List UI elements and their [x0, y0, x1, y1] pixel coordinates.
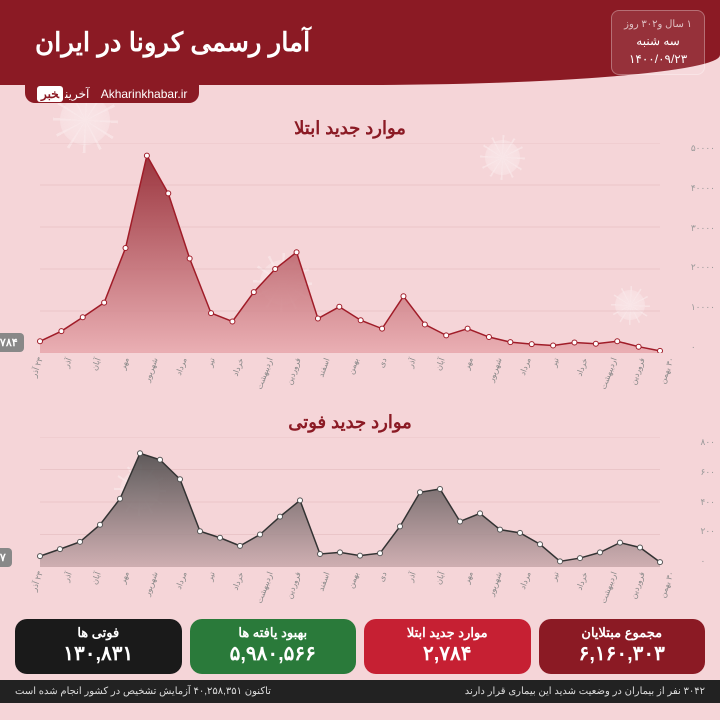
brand: Akharinkhabar.ir آخرینخبر	[25, 85, 199, 103]
cases-chart-wrap: ۵۰۰۰۰۴۰۰۰۰۳۰۰۰۰۲۰۰۰۰۱۰۰۰۰۰ ۲۷۸۴	[30, 143, 670, 353]
stat-card: مجموع مبتلایان۶,۱۶۰,۳۰۳	[539, 619, 706, 674]
stat-value: ۶,۱۶۰,۳۰۳	[543, 641, 702, 666]
stat-label: بهبود یافته ها	[194, 625, 353, 641]
date-label: ۱۴۰۰/۰۹/۲۳	[624, 50, 692, 68]
header: ۱ سال و۳۰۲ روز سه شنبه ۱۴۰۰/۰۹/۲۳ آمار ر…	[0, 0, 720, 85]
cases-svg	[30, 143, 670, 353]
date-box: ۱ سال و۳۰۲ روز سه شنبه ۱۴۰۰/۰۹/۲۳	[611, 10, 705, 75]
deaths-chart-title: موارد جدید فوتی	[30, 412, 670, 433]
deaths-y-axis: ۸۰۰۶۰۰۴۰۰۲۰۰۰	[700, 437, 715, 567]
footer-left: تاکنون ۴۰,۲۵۸,۳۵۱ آزمایش تشخیص در کشور ا…	[15, 686, 271, 697]
deaths-x-axis: ۳۰ بهمنفروردیناردیبهشتخردادتیرمردادشهریو…	[30, 567, 670, 606]
deaths-chart-wrap: ۸۰۰۶۰۰۴۰۰۲۰۰۰ ۶۷	[30, 437, 670, 567]
stat-card: موارد جدید ابتلا۲,۷۸۴	[364, 619, 531, 674]
page-title: آمار رسمی کرونا در ایران	[15, 27, 596, 58]
duration-label: ۱ سال و۳۰۲ روز	[624, 17, 692, 32]
stat-value: ۲,۷۸۴	[368, 641, 527, 666]
footer: ۳۰۴۲ نفر از بیماران در وضعیت شدید این بی…	[0, 680, 720, 703]
weekday-label: سه شنبه	[624, 32, 692, 50]
stat-label: مجموع مبتلایان	[543, 625, 702, 641]
cases-end-badge: ۲۷۸۴	[0, 333, 24, 352]
cases-chart-title: موارد جدید ابتلا	[30, 118, 670, 139]
stats-row: مجموع مبتلایان۶,۱۶۰,۳۰۳موارد جدید ابتلا۲…	[0, 611, 720, 680]
cases-chart: موارد جدید ابتلا ۵۰۰۰۰۴۰۰۰۰۳۰۰۰۰۲۰۰۰۰۱۰۰…	[0, 103, 720, 397]
stat-label: فوتی ها	[19, 625, 178, 641]
stat-value: ۵,۹۸۰,۵۶۶	[194, 641, 353, 666]
stat-label: موارد جدید ابتلا	[368, 625, 527, 641]
stat-value: ۱۳۰,۸۳۱	[19, 641, 178, 666]
brand-text: آخرین	[65, 87, 89, 101]
brand-bold: خبر	[37, 86, 63, 102]
brand-url: Akharinkhabar.ir	[101, 87, 188, 101]
deaths-chart: موارد جدید فوتی ۸۰۰۶۰۰۴۰۰۲۰۰۰ ۶۷ ۳۰ بهمن…	[0, 397, 720, 611]
footer-right: ۳۰۴۲ نفر از بیماران در وضعیت شدید این بی…	[465, 686, 705, 697]
cases-y-axis: ۵۰۰۰۰۴۰۰۰۰۳۰۰۰۰۲۰۰۰۰۱۰۰۰۰۰	[691, 143, 715, 353]
deaths-end-badge: ۶۷	[0, 548, 12, 567]
stat-card: فوتی ها۱۳۰,۸۳۱	[15, 619, 182, 674]
stat-card: بهبود یافته ها۵,۹۸۰,۵۶۶	[190, 619, 357, 674]
deaths-svg	[30, 437, 670, 567]
cases-x-axis: ۳۰ بهمنفروردیناردیبهشتخردادتیرمردادشهریو…	[30, 353, 670, 392]
